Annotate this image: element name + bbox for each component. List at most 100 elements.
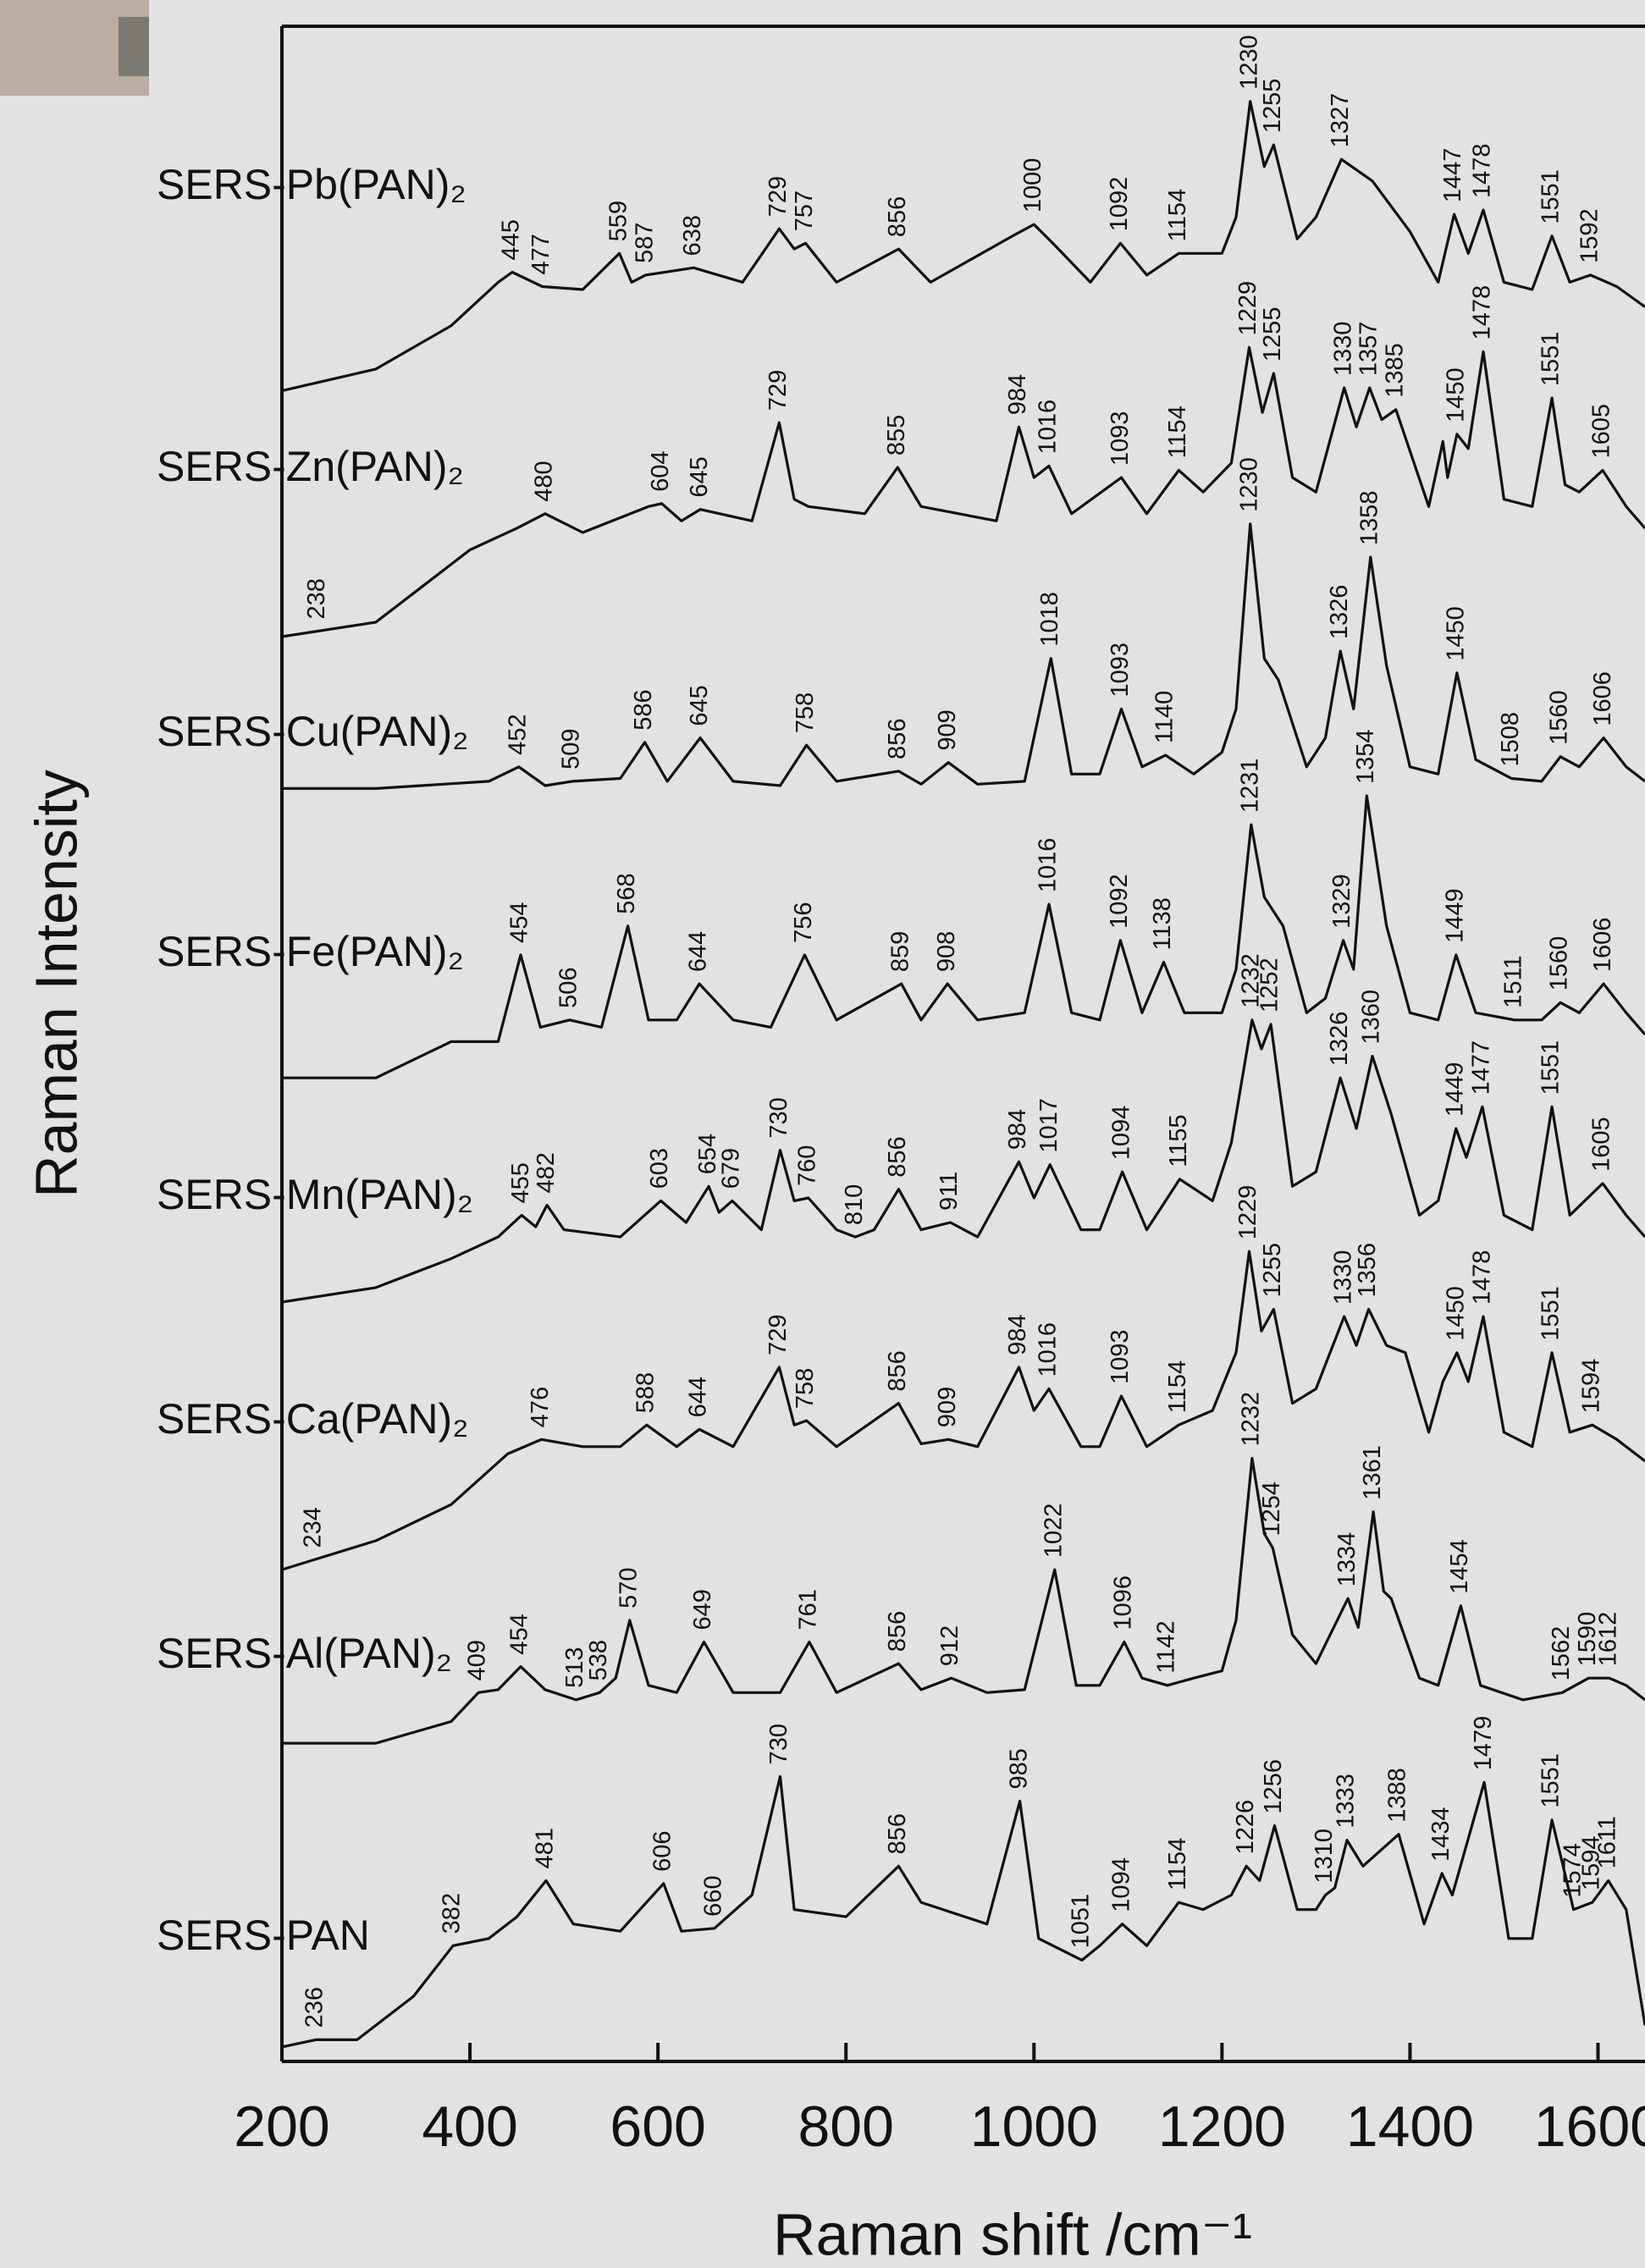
peak-label: 452 [504, 714, 531, 754]
peak-label: 481 [532, 1828, 559, 1868]
peak-label: 409 [464, 1640, 491, 1680]
peak-label: 645 [686, 456, 713, 497]
peak-label: 1230 [1235, 457, 1262, 512]
peak-label: 1560 [1546, 936, 1573, 991]
peak-label: 477 [527, 234, 555, 274]
peak-label: 761 [795, 1589, 822, 1630]
peak-label: 644 [685, 1377, 712, 1417]
peak-label: 1551 [1537, 1753, 1565, 1808]
peak-label: 908 [933, 931, 960, 972]
peak-label: 1254 [1258, 1482, 1285, 1537]
series-name: SERS-PAN [157, 1912, 370, 1959]
peak-label: 1326 [1326, 585, 1353, 640]
peak-label: 859 [886, 931, 914, 972]
peak-label: 1594 [1577, 1359, 1604, 1414]
peak-label: 730 [765, 1097, 792, 1138]
chart: Raman shift /cm⁻¹ Raman Intensity 200400… [0, 0, 1645, 2268]
peak-label: 1562 [1548, 1626, 1575, 1681]
page: {"chart_data": { "type": "line", "x_labe… [0, 0, 1645, 2268]
peak-label: 482 [533, 1152, 560, 1193]
peak-label: 506 [555, 967, 582, 1007]
peak-label: 1329 [1328, 874, 1355, 929]
series-name: SERS-Ca(PAN)₂ [157, 1395, 469, 1443]
peak-label: 1560 [1546, 690, 1573, 745]
peak-label: 856 [884, 1350, 911, 1391]
peak-label: 588 [632, 1372, 659, 1413]
x-tick-label: 400 [422, 2094, 517, 2159]
x-tick-label: 600 [610, 2094, 705, 2159]
peak-label: 1357 [1355, 322, 1382, 377]
peak-label: 559 [604, 201, 632, 241]
peak-label: 1094 [1107, 1106, 1134, 1161]
peak-label: 856 [884, 719, 911, 759]
x-tick-label: 1600 [1534, 2094, 1645, 2159]
x-tick-label: 1400 [1346, 2094, 1474, 2159]
peak-label: 984 [1004, 374, 1031, 415]
peak-label: 756 [790, 902, 817, 943]
peak-label: 1551 [1537, 332, 1565, 387]
peak-label: 729 [765, 176, 792, 217]
peak-label: 645 [686, 685, 713, 726]
peak-label: 1450 [1443, 1286, 1470, 1341]
peak-label: 758 [792, 693, 819, 733]
peak-label: 604 [647, 450, 674, 491]
peak-label: 909 [934, 1387, 961, 1427]
peak-label: 603 [646, 1148, 673, 1189]
x-tick-label: 200 [234, 2094, 329, 2159]
peak-label: 911 [936, 1172, 963, 1211]
peak-label: 1096 [1110, 1575, 1137, 1631]
peak-label: 1354 [1352, 729, 1379, 784]
peak-label: 679 [718, 1148, 745, 1189]
peak-label: 455 [507, 1162, 534, 1203]
peak-label: 1154 [1164, 1360, 1191, 1413]
peak-label: 649 [689, 1589, 716, 1630]
peak-label: 1226 [1232, 1800, 1259, 1855]
peak-label: 238 [303, 578, 330, 619]
thumbnail-detail [119, 17, 149, 76]
peak-label: 1229 [1234, 281, 1261, 336]
peak-label: 1022 [1040, 1504, 1067, 1559]
peak-label: 1092 [1106, 874, 1133, 929]
series-name: SERS-Cu(PAN)₂ [157, 708, 469, 755]
peak-label: 1255 [1259, 79, 1286, 134]
peak-label: 985 [1005, 1748, 1032, 1789]
peak-label: 730 [765, 1724, 792, 1764]
series-name: SERS-Al(PAN)₂ [157, 1630, 452, 1677]
peak-label: 810 [841, 1184, 868, 1225]
peak-label: 445 [498, 219, 525, 260]
peak-label: 1449 [1441, 1062, 1468, 1117]
peak-label: 1252 [1256, 957, 1283, 1013]
peak-label: 856 [884, 1611, 911, 1652]
peak-label: 1606 [1589, 671, 1616, 726]
peak-label: 909 [934, 709, 961, 750]
peak-label: 480 [531, 461, 558, 501]
peak-label: 984 [1004, 1314, 1031, 1355]
peak-label: 1449 [1441, 888, 1468, 943]
peak-label: 1360 [1358, 990, 1385, 1045]
peak-label: 856 [884, 196, 911, 237]
peak-label: 1385 [1381, 343, 1408, 398]
peak-label: 1511 [1499, 955, 1526, 1007]
x-axis-title: Raman shift /cm⁻¹ [773, 2201, 1252, 2267]
series-name: SERS-Pb(PAN)₂ [157, 161, 466, 208]
peak-label: 1330 [1329, 1250, 1356, 1305]
peak-label: 382 [439, 1893, 466, 1934]
peak-label: 454 [506, 902, 533, 943]
peak-label: 586 [630, 689, 657, 730]
peak-label: 1255 [1259, 307, 1286, 362]
peak-label: 1310 [1311, 1829, 1338, 1884]
peak-label: 984 [1004, 1109, 1031, 1150]
peak-label: 1356 [1354, 1243, 1381, 1298]
peak-label: 638 [679, 215, 706, 256]
peak-label: 1138 [1149, 897, 1176, 950]
peak-label: 1140 [1151, 691, 1178, 743]
peak-label: 476 [527, 1387, 554, 1427]
peak-label: 1605 [1588, 1117, 1615, 1172]
peak-label: 1508 [1497, 712, 1524, 767]
peak-label: 1051 [1068, 1894, 1095, 1949]
peak-label: 1551 [1537, 1286, 1565, 1341]
peak-label: 1231 [1236, 759, 1263, 814]
peak-label: 1000 [1019, 158, 1046, 213]
peak-label: 1229 [1234, 1185, 1261, 1240]
peak-label: 236 [301, 1987, 328, 2028]
